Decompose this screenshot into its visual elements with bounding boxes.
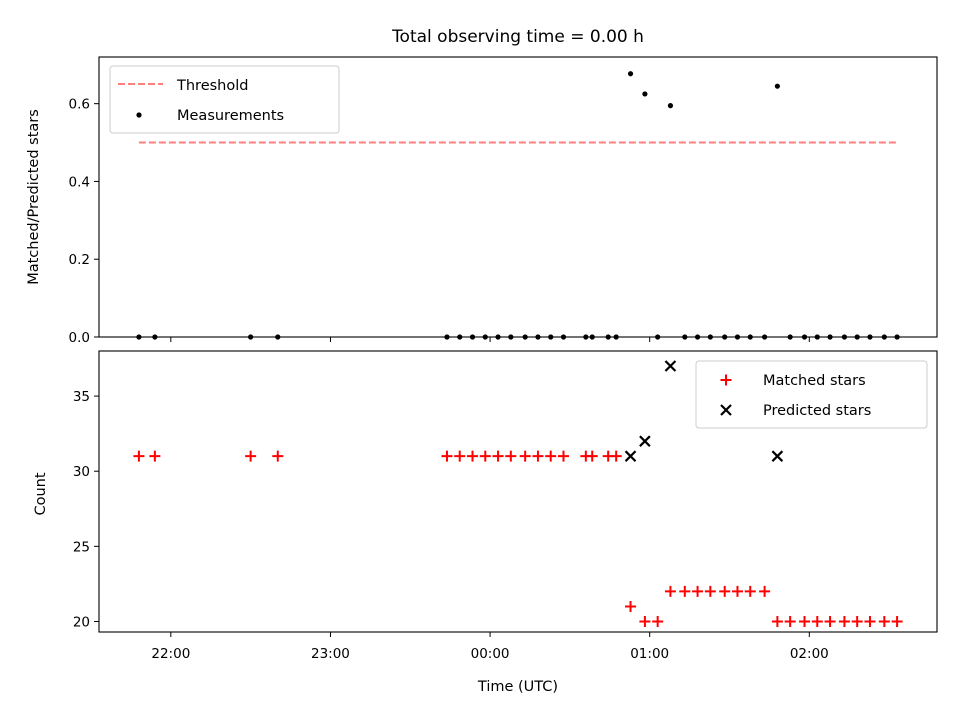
- bottom-plot-frame: [98, 350, 938, 633]
- measurement-point: [667, 103, 674, 109]
- bottom-y-tick-label: 35: [73, 389, 90, 405]
- bottom-legend: Matched stars Predicted stars: [695, 360, 928, 429]
- matched-star-marker: [799, 615, 811, 627]
- matched-star-marker: [878, 615, 890, 627]
- matched-star-marker: [664, 585, 676, 597]
- legend-matched-label: Matched stars: [763, 373, 866, 389]
- predicted-star-marker: [624, 450, 637, 462]
- matched-star-marker: [545, 450, 557, 462]
- matched-star-marker: [133, 450, 145, 462]
- matched-star-marker: [864, 615, 876, 627]
- top-plot-frame: [98, 56, 938, 338]
- predicted-star-marker: [664, 360, 677, 372]
- top-y-tick-label: 0.0: [69, 330, 90, 346]
- legend-measurements-label: Measurements: [177, 108, 284, 124]
- legend-matched-swatch: [720, 374, 732, 386]
- x-axis-title: Time (UTC): [477, 679, 558, 695]
- matched-star-marker: [652, 615, 664, 627]
- x-tick-label: 00:00: [471, 646, 510, 662]
- matched-star-marker: [639, 615, 651, 627]
- matched-star-marker: [851, 615, 863, 627]
- matched-star-marker: [891, 615, 903, 627]
- matched-star-marker: [679, 585, 691, 597]
- bottom-y-axis-title: Count: [33, 472, 49, 515]
- matched-star-marker: [811, 615, 823, 627]
- top-plot: 0.0 0.2 0.4 0.6 Threshold Measurements: [69, 56, 938, 346]
- legend-threshold-label: Threshold: [176, 78, 248, 94]
- matched-star-marker: [479, 450, 491, 462]
- measurement-point: [627, 71, 634, 77]
- measurement-point: [774, 83, 780, 89]
- matched-star-marker: [454, 450, 466, 462]
- matched-star-marker: [272, 450, 284, 462]
- matched-star-marker: [149, 450, 161, 462]
- matched-star-marker: [731, 585, 743, 597]
- matched-star-marker: [784, 615, 796, 627]
- matched-star-marker: [245, 450, 257, 462]
- matched-star-marker: [838, 615, 850, 627]
- matched-star-marker: [505, 450, 517, 462]
- predicted-star-marker: [639, 435, 651, 447]
- predicted-star-marker: [771, 450, 784, 462]
- top-legend: Threshold Measurements: [109, 65, 340, 134]
- matched-star-marker: [771, 615, 783, 627]
- x-tick-label: 02:00: [790, 646, 829, 662]
- matched-star-marker: [467, 450, 479, 462]
- top-legend-box: [109, 65, 340, 134]
- matched-star-marker: [692, 585, 704, 597]
- matched-star-marker: [557, 450, 569, 462]
- chart-title: Total observing time = 0.00 h: [391, 27, 644, 47]
- matched-star-marker: [824, 615, 836, 627]
- bottom-y-tick-label: 20: [73, 614, 90, 630]
- top-y-tick-label: 0.2: [69, 252, 90, 268]
- legend-measurements-swatch: [136, 112, 142, 118]
- matched-star-marker: [532, 450, 544, 462]
- matched-star-marker: [519, 450, 531, 462]
- measurement-point: [642, 91, 648, 97]
- bottom-y-tick-label: 30: [73, 464, 90, 480]
- matched-star-marker: [610, 450, 622, 462]
- top-y-axis-title: Matched/Predicted stars: [26, 109, 42, 285]
- legend-predicted-swatch: [720, 404, 732, 416]
- x-tick-label: 23:00: [311, 646, 350, 662]
- matched-star-marker: [586, 450, 598, 462]
- matched-star-marker: [704, 585, 716, 597]
- bottom-plot: 20 25 30 35 22:00 23:00 00:00 01:00 02:00 Matched…: [73, 350, 938, 662]
- matched-star-marker: [441, 450, 453, 462]
- bottom-y-tick-label: 25: [73, 539, 90, 555]
- matched-star-marker: [744, 585, 756, 597]
- matched-star-marker: [719, 585, 731, 597]
- x-tick-label: 22:00: [151, 646, 190, 662]
- legend-predicted-label: Predicted stars: [763, 403, 871, 419]
- matched-star-marker: [492, 450, 504, 462]
- bottom-legend-box: [695, 360, 928, 429]
- matched-star-marker: [759, 585, 771, 597]
- x-tick-label: 01:00: [630, 646, 669, 662]
- matched-star-marker: [625, 600, 637, 612]
- top-y-tick-label: 0.4: [69, 174, 90, 190]
- top-y-tick-label: 0.6: [69, 97, 90, 113]
